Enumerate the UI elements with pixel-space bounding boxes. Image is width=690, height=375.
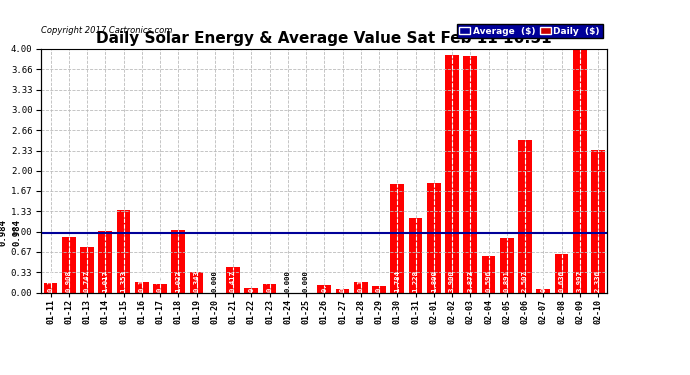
- Text: 0.891: 0.891: [504, 270, 510, 292]
- Bar: [573, 49, 586, 292]
- Text: 1.800: 1.800: [431, 270, 437, 292]
- Bar: [99, 231, 112, 292]
- Text: 0.984: 0.984: [12, 219, 21, 246]
- Text: 3.997: 3.997: [577, 270, 583, 292]
- Text: 0.343: 0.343: [193, 270, 199, 292]
- Title: Daily Solar Energy & Average Value Sat Feb 11 16:51: Daily Solar Energy & Average Value Sat F…: [97, 31, 552, 46]
- Bar: [226, 267, 240, 292]
- Text: 1.017: 1.017: [102, 270, 108, 292]
- Bar: [153, 284, 167, 292]
- Text: 0.000: 0.000: [303, 270, 309, 292]
- Bar: [464, 57, 477, 292]
- Text: 1.353: 1.353: [121, 270, 126, 292]
- Bar: [43, 283, 57, 292]
- Text: 3.873: 3.873: [467, 270, 473, 292]
- Text: 0.135: 0.135: [266, 270, 273, 292]
- Bar: [117, 210, 130, 292]
- Text: 0.747: 0.747: [84, 270, 90, 292]
- Bar: [244, 288, 258, 292]
- Bar: [482, 256, 495, 292]
- Text: 0.908: 0.908: [66, 270, 72, 292]
- Bar: [80, 247, 94, 292]
- Text: 0.116: 0.116: [322, 270, 327, 292]
- Bar: [500, 238, 513, 292]
- Text: 0.636: 0.636: [559, 270, 564, 292]
- Bar: [555, 254, 569, 292]
- Text: 0.068: 0.068: [248, 270, 255, 292]
- Bar: [263, 284, 277, 292]
- Bar: [171, 230, 185, 292]
- Text: 3.900: 3.900: [449, 270, 455, 292]
- Text: 0.177: 0.177: [358, 270, 364, 292]
- Text: 1.228: 1.228: [413, 270, 419, 292]
- Bar: [537, 290, 550, 292]
- Text: 0.151: 0.151: [48, 270, 54, 292]
- Text: Copyright 2017 Cartronics.com: Copyright 2017 Cartronics.com: [41, 26, 172, 35]
- Bar: [391, 184, 404, 292]
- Text: 0.168: 0.168: [139, 270, 145, 292]
- Bar: [591, 150, 605, 292]
- Bar: [354, 282, 368, 292]
- Bar: [62, 237, 76, 292]
- Text: 0.058: 0.058: [339, 270, 346, 292]
- Text: 0.000: 0.000: [285, 270, 290, 292]
- Bar: [427, 183, 441, 292]
- Legend: Average  ($), Daily  ($): Average ($), Daily ($): [457, 24, 602, 38]
- Bar: [336, 289, 349, 292]
- Text: 0.417: 0.417: [230, 270, 236, 292]
- Text: 1.784: 1.784: [394, 270, 400, 292]
- Text: 0.051: 0.051: [540, 270, 546, 292]
- Bar: [445, 55, 459, 292]
- Bar: [190, 272, 204, 292]
- Text: 0.596: 0.596: [486, 270, 491, 292]
- Bar: [135, 282, 148, 292]
- Text: 0.105: 0.105: [376, 270, 382, 292]
- Bar: [518, 140, 532, 292]
- Bar: [317, 285, 331, 292]
- Text: 2.336: 2.336: [595, 270, 601, 292]
- Text: 0.984: 0.984: [0, 219, 7, 246]
- Text: 2.507: 2.507: [522, 270, 528, 292]
- Text: 1.022: 1.022: [175, 270, 181, 292]
- Bar: [408, 217, 422, 292]
- Bar: [372, 286, 386, 292]
- Text: 0.000: 0.000: [212, 270, 218, 292]
- Text: 0.142: 0.142: [157, 270, 163, 292]
